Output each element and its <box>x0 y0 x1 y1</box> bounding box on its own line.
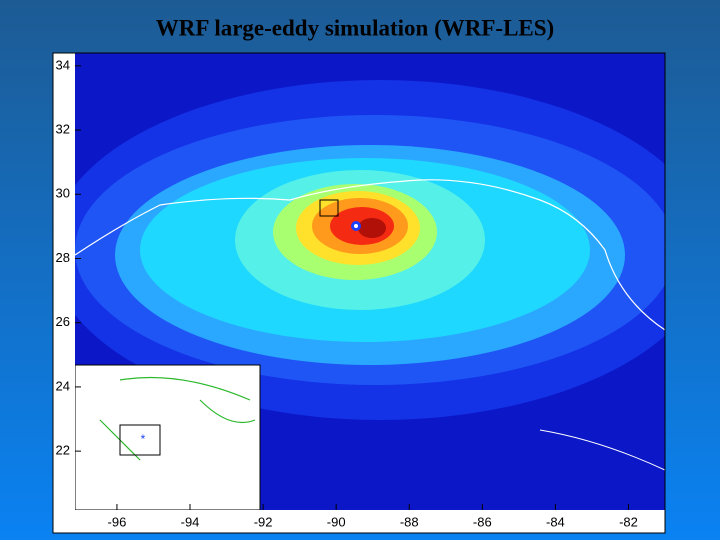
svg-text:*: * <box>141 432 146 446</box>
x-tick-label: -94 <box>181 514 200 529</box>
y-tick-label: 30 <box>56 186 70 201</box>
y-tick-label: 22 <box>56 443 70 458</box>
x-tick-label: -92 <box>254 514 273 529</box>
y-tick-label: 28 <box>56 250 70 265</box>
x-tick-label: -82 <box>619 514 638 529</box>
x-tick-label: -96 <box>108 514 127 529</box>
y-tick-label: 34 <box>56 57 70 72</box>
x-tick-label: -84 <box>546 514 565 529</box>
wind-field: * <box>75 53 665 510</box>
x-tick-label: -86 <box>473 514 492 529</box>
y-tick-label: 32 <box>56 121 70 136</box>
x-tick-label: -88 <box>400 514 419 529</box>
x-tick-label: -90 <box>327 514 346 529</box>
plot-border <box>52 52 666 534</box>
y-tick-label: 24 <box>56 378 70 393</box>
y-tick-label: 26 <box>56 314 70 329</box>
slide-title: WRF large-eddy simulation (WRF-LES) <box>156 15 554 40</box>
